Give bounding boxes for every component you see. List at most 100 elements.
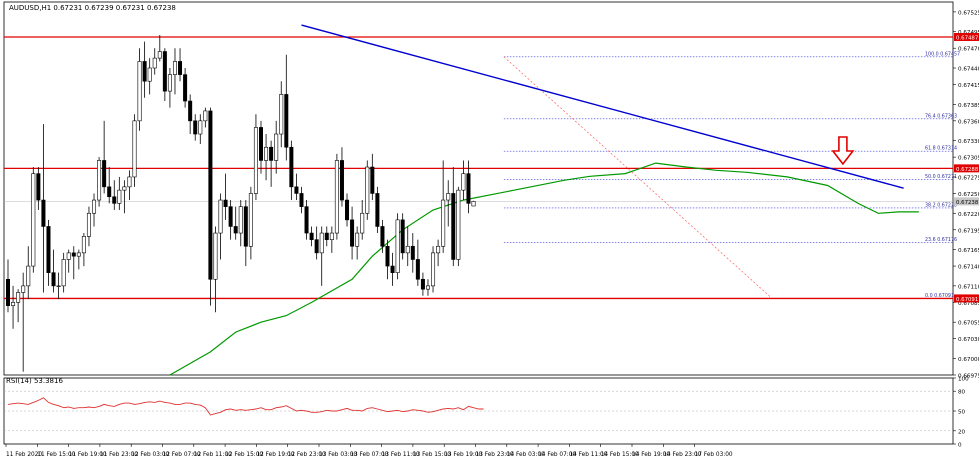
candle-body: [188, 100, 193, 122]
candle: [102, 120, 107, 194]
candle-body: [203, 110, 208, 122]
price-tick-label: 0.67140: [958, 265, 979, 271]
price-tag-label: 0.67091: [956, 297, 978, 303]
candle: [56, 272, 61, 300]
candle-body: [436, 245, 441, 254]
price-tick-label: 0.67415: [958, 83, 979, 89]
candle: [132, 114, 137, 187]
candle-body: [269, 146, 274, 161]
candle-body: [6, 278, 11, 306]
candle-body: [360, 212, 365, 234]
candle-body: [36, 173, 41, 201]
candle: [117, 176, 122, 210]
candle-body: [400, 219, 405, 254]
candle-body: [162, 51, 167, 92]
candle: [36, 167, 41, 210]
candle-body: [304, 206, 309, 234]
candle: [324, 226, 329, 247]
candle: [233, 206, 238, 240]
candle-body: [279, 94, 284, 135]
price-tick-label: 0.67330: [958, 139, 979, 145]
candle: [289, 140, 294, 201]
fib-level-label: 0.0 0.67091: [925, 293, 954, 299]
candle-body: [248, 193, 253, 247]
candle: [71, 246, 76, 280]
candle: [415, 239, 420, 286]
candle-body: [355, 232, 360, 247]
candle-body: [294, 186, 299, 194]
candle: [81, 233, 86, 267]
current-price-tag: [954, 197, 979, 206]
candle-body: [309, 232, 314, 240]
candle: [76, 249, 81, 270]
candle-body: [193, 120, 198, 135]
candle: [21, 272, 26, 372]
candle-body: [390, 265, 395, 273]
time-tick-label: 11 Feb 19:00: [69, 452, 107, 458]
candle: [264, 134, 269, 181]
candle-body: [385, 245, 390, 267]
candle: [172, 48, 177, 95]
candle: [203, 107, 208, 128]
candle-body: [456, 189, 461, 260]
candle: [223, 173, 228, 220]
candle: [466, 160, 471, 214]
time-tick-label: 13 Feb 07:00: [350, 452, 388, 458]
candle: [162, 48, 167, 102]
candle-body: [466, 173, 471, 204]
candle: [26, 246, 31, 300]
candle: [365, 160, 370, 220]
price-tick-label: 0.67275: [958, 175, 979, 181]
candle-body: [238, 206, 243, 234]
candle: [390, 252, 395, 286]
time-tick-label: 14 Feb 07:00: [538, 452, 576, 458]
time-tick-label: 14 Feb 19:00: [632, 452, 670, 458]
candle-body: [471, 201, 476, 207]
price-tick-label: 0.67030: [958, 337, 979, 343]
candle-body: [365, 166, 370, 214]
price-tick-label: 0.67220: [958, 212, 979, 218]
rsi-line: [7, 397, 484, 416]
candle-body: [233, 226, 238, 234]
candle: [6, 259, 11, 313]
price-tick-label: 0.66975: [958, 374, 979, 380]
price-tag-label: 0.67487: [956, 35, 978, 41]
price-tag-label: 0.67288: [956, 167, 979, 173]
moving-average-line: [169, 162, 919, 376]
candle-body: [208, 110, 213, 280]
candle: [16, 289, 21, 323]
time-tick-label: 12 Feb 11:00: [194, 452, 232, 458]
price-tag-red: [954, 32, 979, 41]
time-tick-label: 12 Feb 23:00: [288, 452, 326, 458]
candle-body: [117, 189, 122, 204]
main-panel-frame: [3, 1, 954, 376]
candle: [314, 226, 319, 260]
candle: [375, 186, 380, 234]
time-tick-label: 11 Feb 2020: [6, 452, 42, 458]
time-tick-label: 14 Feb 03:00: [507, 452, 545, 458]
candle-body: [16, 292, 21, 303]
candle-body: [334, 160, 339, 234]
price-tick-label: 0.67000: [958, 357, 979, 363]
chart-header: AUDUSD,H1 0.67231 0.67239 0.67231 0.6723…: [9, 4, 176, 12]
candle-body: [183, 74, 188, 102]
candle: [198, 114, 203, 144]
rsi-label: RSI(14) 53.3816: [6, 377, 63, 385]
candle: [157, 35, 162, 62]
candle-body: [461, 173, 466, 191]
candle: [107, 167, 112, 204]
candle-body: [127, 176, 132, 188]
time-tick-label: 17 Feb 03:00: [695, 452, 733, 458]
price-tag-red: [954, 294, 979, 303]
candle: [456, 186, 461, 267]
candle: [309, 226, 314, 247]
candle-body: [11, 302, 16, 306]
candle-body: [92, 199, 97, 214]
candle-body: [324, 232, 329, 240]
time-tick-label: 14 Feb 23:00: [663, 452, 701, 458]
fib-level-label: 76.4 0.67363: [925, 113, 957, 119]
candle-body: [420, 278, 425, 290]
candle-body: [41, 199, 46, 227]
price-tick-label: 0.67385: [958, 103, 979, 109]
